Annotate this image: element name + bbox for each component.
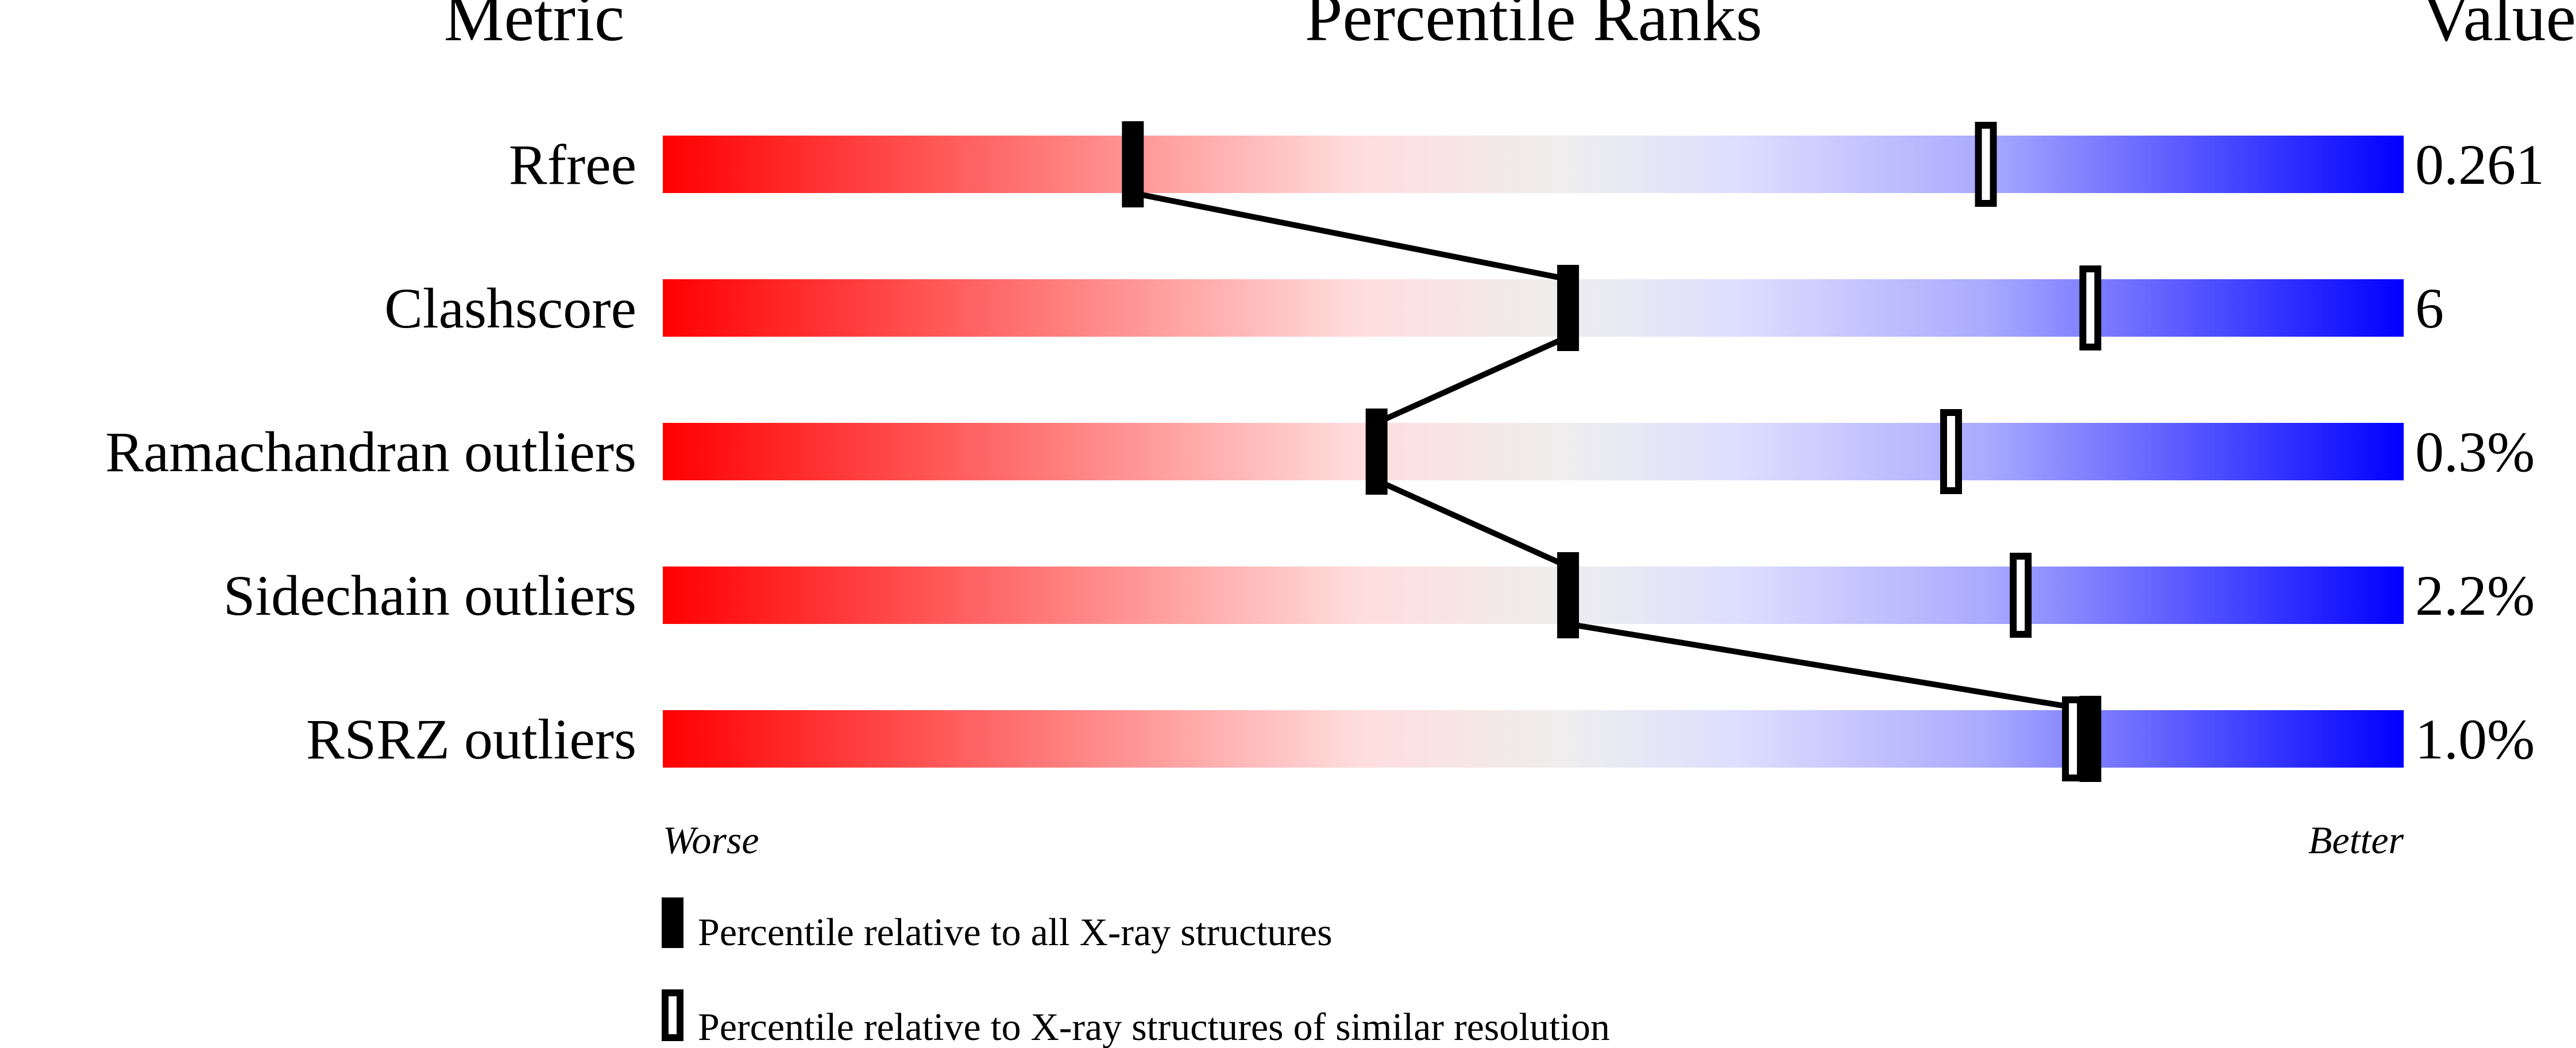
metric-value: 1.0% xyxy=(2415,707,2535,771)
metric-value: 6 xyxy=(2415,276,2444,340)
chart-title: Percentile Ranks xyxy=(1305,0,1762,55)
percentile-bar xyxy=(663,136,2404,193)
metric-value: 0.261 xyxy=(2415,133,2544,196)
percentile-bar xyxy=(663,423,2404,480)
legend-open-marker-icon xyxy=(662,989,683,1041)
marker-similar-resolution xyxy=(1940,409,1962,494)
legend-filled-marker-icon xyxy=(662,897,683,948)
percentile-bar xyxy=(663,279,2404,337)
header-value: Value xyxy=(2421,0,2576,55)
marker-similar-resolution xyxy=(1975,122,1997,207)
metric-label: RSRZ outliers xyxy=(306,707,636,771)
marker-similar-resolution xyxy=(2079,265,2102,350)
metric-value: 2.2% xyxy=(2415,564,2535,627)
marker-similar-resolution xyxy=(2010,553,2032,638)
marker-all-structures xyxy=(1557,265,1579,351)
marker-all-structures xyxy=(1557,552,1579,638)
header-metric: Metric xyxy=(444,0,625,55)
marker-all-structures xyxy=(2079,696,2102,782)
marker-all-structures xyxy=(1365,409,1388,495)
metric-label: Sidechain outliers xyxy=(223,564,636,627)
metric-label: Clashscore xyxy=(384,276,636,340)
marker-all-structures xyxy=(1122,121,1144,207)
percentile-bar xyxy=(663,710,2404,768)
metric-label: Ramachandran outliers xyxy=(105,420,636,484)
percentile-bar xyxy=(663,567,2404,624)
metric-label: Rfree xyxy=(509,133,636,196)
axis-label-better: Better xyxy=(2308,818,2404,862)
metric-value: 0.3% xyxy=(2415,420,2535,484)
marker-similar-resolution xyxy=(2062,696,2084,781)
axis-label-worse: Worse xyxy=(663,818,759,862)
legend-similar-label: Percentile relative to X-ray structures … xyxy=(698,1005,1610,1048)
legend-all-label: Percentile relative to all X-ray structu… xyxy=(698,910,1333,954)
